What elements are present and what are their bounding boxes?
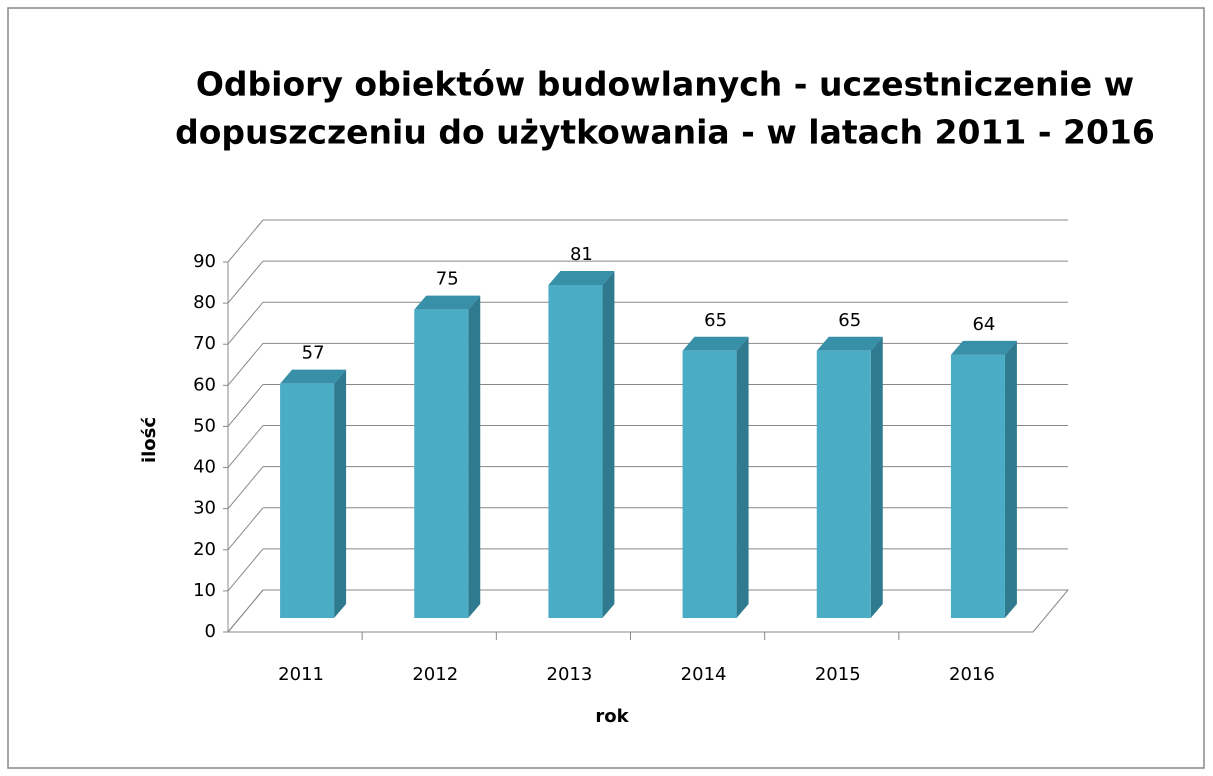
- y-tick-label: 10: [193, 580, 216, 601]
- value-label: 65: [838, 310, 861, 331]
- grid-line: [227, 466, 264, 509]
- y-tick-label: 90: [193, 251, 216, 272]
- bar: [950, 354, 1005, 618]
- grid-line: [227, 384, 264, 427]
- bar-top: [950, 340, 1017, 355]
- x-tick-label: 2016: [949, 664, 995, 685]
- bar: [280, 383, 335, 618]
- chart-title: dopuszczeniu do użytkowania - w latach 2…: [175, 113, 1155, 152]
- value-label: 81: [570, 244, 593, 265]
- x-axis-label: rok: [595, 706, 629, 727]
- bar: [682, 350, 737, 618]
- grid-line: [227, 548, 264, 592]
- y-tick-label: 50: [193, 415, 216, 436]
- bar-side: [1004, 340, 1017, 618]
- grid-line: [227, 343, 264, 386]
- y-tick-label: 80: [193, 292, 216, 313]
- value-label: 65: [704, 310, 727, 331]
- y-tick-label: 60: [193, 374, 216, 395]
- x-tick-label: 2012: [412, 664, 458, 685]
- bar: [816, 350, 871, 618]
- x-tick-label: 2014: [681, 664, 727, 685]
- bar-top: [548, 271, 615, 285]
- y-tick-label: 30: [193, 498, 216, 519]
- bar: [548, 285, 603, 618]
- value-label: 75: [436, 269, 459, 290]
- grid-line: [227, 425, 264, 468]
- bar-side: [468, 295, 481, 618]
- y-tick-label: 70: [193, 333, 216, 354]
- value-label: 64: [972, 314, 995, 335]
- bar-side: [870, 336, 883, 618]
- x-tick-label: 2011: [278, 664, 324, 685]
- grid-line: [227, 301, 264, 345]
- chart-title: Odbiory obiektów budowlanych - uczestnic…: [196, 65, 1134, 104]
- value-label: 57: [302, 343, 325, 364]
- bar: [414, 309, 469, 618]
- grid-line: [227, 589, 264, 633]
- x-tick-label: 2013: [547, 664, 593, 685]
- y-axis-label: ilość: [139, 417, 160, 463]
- y-tick-label: 20: [193, 539, 216, 560]
- bar-side: [736, 336, 749, 618]
- grid-line: [227, 507, 264, 551]
- y-tick-label: 0: [205, 621, 216, 642]
- grid-line: [227, 219, 264, 263]
- bar-side: [602, 271, 615, 618]
- bar-top: [816, 336, 883, 351]
- grid-line: [227, 260, 264, 304]
- bar-side: [334, 369, 347, 618]
- bar-top: [682, 336, 749, 351]
- x-tick-label: 2015: [815, 664, 861, 685]
- y-tick-label: 40: [193, 457, 216, 478]
- bar-top: [414, 295, 481, 310]
- bar-top: [280, 369, 347, 384]
